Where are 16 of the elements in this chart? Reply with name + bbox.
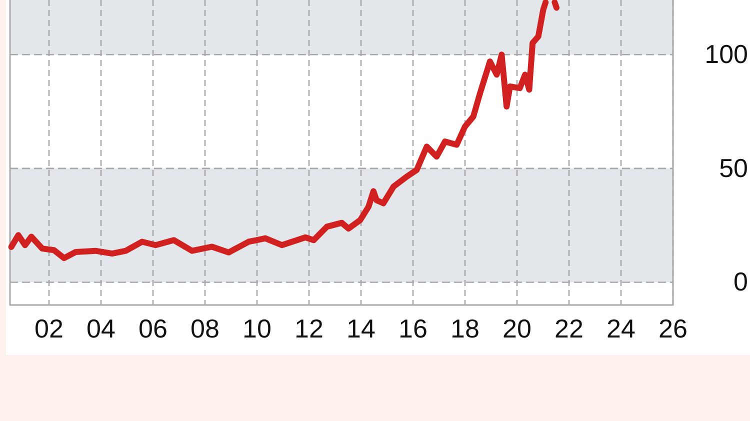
x-tick-label: 08 <box>190 313 220 344</box>
x-tick-label: 02 <box>34 313 64 344</box>
x-tick-label: 12 <box>294 313 324 344</box>
y-tick-label: 100 <box>704 38 748 69</box>
x-tick-label: 10 <box>242 313 272 344</box>
y-tick-label: 50 <box>719 152 748 183</box>
x-tick-label: 26 <box>658 313 688 344</box>
x-tick-label: 04 <box>86 313 116 344</box>
x-tick-label: 06 <box>138 313 168 344</box>
x-tick-label: 20 <box>502 313 532 344</box>
x-tick-label: 24 <box>606 313 636 344</box>
x-tick-label: 22 <box>554 313 584 344</box>
x-tick-label: 18 <box>450 313 480 344</box>
y-tick-label: 0 <box>734 266 748 297</box>
x-tick-label: 14 <box>346 313 376 344</box>
x-tick-label: 16 <box>398 313 428 344</box>
